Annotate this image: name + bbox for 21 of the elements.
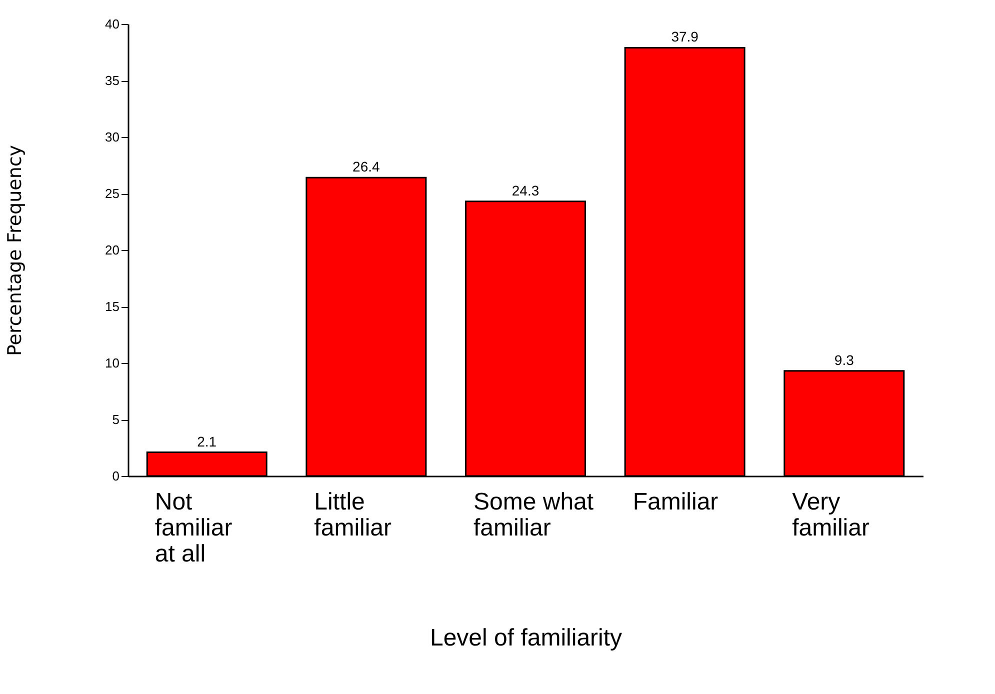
y-tick-label: 15 — [105, 299, 120, 314]
data-label: 37.9 — [671, 28, 699, 45]
x-tick-label: Little familiar — [314, 488, 392, 542]
data-label: 9.3 — [834, 352, 854, 368]
y-tick-label: 0 — [112, 468, 120, 484]
y-tick-label: 40 — [105, 16, 120, 32]
y-tick-label: 30 — [105, 130, 120, 144]
x-axis-title: Level of familiarity — [430, 624, 622, 652]
x-tick-label: Very familiar — [792, 488, 870, 542]
y-tick-label: 35 — [105, 73, 120, 88]
y-tick-label: 20 — [105, 242, 120, 258]
x-tick-label: Some what familiar — [474, 488, 594, 542]
y-tick-label: 10 — [105, 356, 120, 370]
x-tick-label: Not familiar at all — [154, 488, 232, 568]
data-label: 24.3 — [512, 182, 540, 198]
data-label: 26.4 — [352, 158, 380, 175]
data-label: 2.1 — [197, 433, 217, 450]
y-tick-label: 25 — [105, 186, 120, 201]
y-axis-title: Percentage Frequency — [4, 144, 26, 356]
y-tick-label: 5 — [112, 412, 120, 427]
x-tick-label: Familiar — [632, 488, 718, 516]
